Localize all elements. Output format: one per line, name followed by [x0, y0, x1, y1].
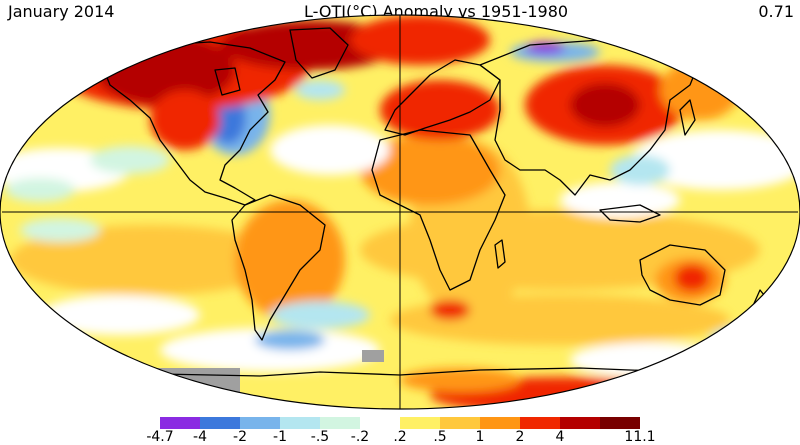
legend-tick-label: .2 [393, 429, 407, 445]
legend-tick-label: -.2 [350, 429, 370, 445]
map-border [0, 14, 800, 410]
legend-swatch-10 [560, 417, 600, 429]
legend-tick-label: -4 [193, 429, 207, 445]
color-scale-tick-labels: -4.7 -4 -2 -1 -.5 -.2 .2 .5 1 2 4 11.1 [0, 429, 800, 445]
legend-swatch-4 [320, 417, 360, 429]
legend-tick-label: 2 [515, 429, 525, 445]
legend-swatch-7 [440, 417, 480, 429]
legend-tick-label: 4 [555, 429, 565, 445]
legend-swatch-1 [200, 417, 240, 429]
legend-tick-label: -1 [273, 429, 287, 445]
legend-tick-label: -2 [233, 429, 247, 445]
legend-swatch-5 [360, 417, 400, 429]
legend-swatch-8 [480, 417, 520, 429]
madagascar-coastline [494, 239, 506, 269]
legend-tick-label: -.5 [310, 429, 330, 445]
indonesia-coastline [599, 204, 661, 223]
temperature-anomaly-map [0, 14, 800, 410]
legend-swatch-2 [240, 417, 280, 429]
legend-swatch-11 [600, 417, 640, 429]
legend-swatch-9 [520, 417, 560, 429]
north-america-coastline [99, 41, 286, 206]
australia-coastline [639, 244, 726, 306]
hudson-bay [214, 67, 241, 96]
greenland-coastline [289, 27, 349, 79]
japan-coastline [679, 99, 696, 136]
map-date-label: January 2014 [8, 2, 115, 21]
color-scale-legend [160, 417, 640, 429]
africa-coastline [371, 129, 506, 291]
legend-swatch-6 [400, 417, 440, 429]
global-mean-value: 0.71 [758, 2, 794, 21]
legend-swatch-3 [280, 417, 320, 429]
legend-tick-label: -4.7 [146, 429, 174, 445]
legend-tick-label: .5 [433, 429, 447, 445]
legend-tick-label: 1 [475, 429, 485, 445]
legend-swatch-0 [160, 417, 200, 429]
legend-tick-label: 11.1 [624, 429, 656, 445]
